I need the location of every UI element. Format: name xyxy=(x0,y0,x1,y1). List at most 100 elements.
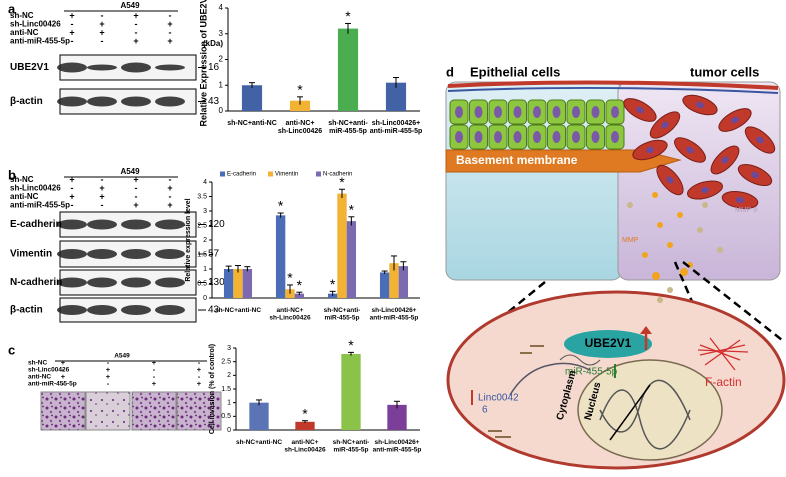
band xyxy=(57,96,87,107)
vesicles xyxy=(652,268,688,303)
band xyxy=(155,277,185,288)
significance: * xyxy=(349,202,355,218)
actin xyxy=(697,337,749,371)
cell-nucleus xyxy=(552,106,561,118)
mmp-dot xyxy=(697,227,703,233)
y-tick-label: 3 xyxy=(203,208,207,215)
cell-nucleus xyxy=(701,186,709,194)
invasion-image xyxy=(85,391,131,431)
lnc-label: Linc0042 xyxy=(478,393,519,404)
significance: * xyxy=(339,174,345,190)
sign: - xyxy=(62,379,65,388)
sign: - xyxy=(198,358,201,367)
dna xyxy=(599,389,691,450)
band xyxy=(87,96,117,107)
y-tick-label: 3.5 xyxy=(197,193,207,200)
kda-label: 43 xyxy=(208,96,220,107)
bar xyxy=(341,354,361,430)
mirna-label: miR-455-5p xyxy=(565,367,618,378)
y-tick-label: 3 xyxy=(219,29,224,38)
y-tick-label: 0.5 xyxy=(221,413,231,420)
sign: - xyxy=(101,174,104,184)
bar xyxy=(389,263,399,298)
legend-swatch xyxy=(268,171,273,177)
cell-nucleus xyxy=(686,146,694,154)
rna xyxy=(559,354,601,366)
sign: + xyxy=(99,183,104,193)
actin-label: F-actin xyxy=(705,375,742,389)
condition-label: sh-NC xyxy=(28,360,47,367)
y-tick-label: 4 xyxy=(219,3,224,12)
kda-label: 16 xyxy=(208,62,220,73)
mmp-dot xyxy=(677,212,683,218)
y-tick-label: 2 xyxy=(219,55,224,64)
significance: * xyxy=(287,270,293,286)
bar xyxy=(385,82,407,111)
condition-label: anti-miR-455-5p xyxy=(28,381,77,388)
cell-line: A549 xyxy=(120,1,140,10)
condition-label: sh-Linc00426 xyxy=(10,184,61,193)
vessel xyxy=(447,86,779,94)
band xyxy=(121,96,151,107)
significance: * xyxy=(330,276,336,292)
sign: + xyxy=(133,10,138,20)
cell-nucleus xyxy=(666,176,674,184)
diagram-title: Epithelial cells xyxy=(470,64,560,79)
band xyxy=(121,277,151,288)
y-tick-label: 1 xyxy=(203,266,207,273)
y-tick-label: 0 xyxy=(219,106,224,115)
y-axis-label: Relative Expression of UBE2V1 xyxy=(198,0,208,127)
bar xyxy=(242,269,253,298)
condition-label: anti-NC xyxy=(10,192,39,201)
band xyxy=(57,277,87,288)
band xyxy=(87,64,117,71)
sign: + xyxy=(197,379,202,388)
legend-swatch xyxy=(316,171,321,177)
band xyxy=(57,62,87,73)
x-tick-label: anti-NC+ sh-Linc00426 xyxy=(284,439,326,453)
sign: - xyxy=(135,19,138,29)
legend-swatch xyxy=(220,171,225,177)
band-label: N-cadherin xyxy=(10,277,62,288)
cell-nucleus xyxy=(533,131,541,143)
x-tick-label: sh-NC+anti-miR-455-5p xyxy=(324,307,361,321)
sign: - xyxy=(101,200,104,210)
sign: + xyxy=(61,372,66,381)
cell-nucleus xyxy=(572,131,580,143)
mmp-dot xyxy=(667,242,673,248)
kda-label: 120 xyxy=(208,219,225,230)
bar xyxy=(398,266,409,298)
band-label: Vimentin xyxy=(10,249,52,260)
y-tick-label: 0.5 xyxy=(197,280,207,287)
mmp-dot xyxy=(657,222,663,228)
sign: - xyxy=(71,183,74,193)
invasion-image xyxy=(176,391,222,431)
arrowhead xyxy=(640,326,652,334)
cell-nucleus xyxy=(533,106,541,118)
cell-line: A549 xyxy=(120,167,140,176)
cell-nucleus xyxy=(494,131,502,143)
sign: + xyxy=(133,36,138,46)
sign: - xyxy=(169,191,172,201)
bar xyxy=(295,421,315,430)
bar xyxy=(249,402,269,430)
sign: - xyxy=(71,200,74,210)
sign: - xyxy=(135,27,138,37)
y-tick-label: 1.5 xyxy=(197,251,207,258)
sign: + xyxy=(152,379,157,388)
condition-label: anti-miR-455-5p xyxy=(10,201,70,210)
invasion-image xyxy=(131,391,177,431)
band-label: β-actin xyxy=(10,96,43,107)
y-tick-label: 0 xyxy=(203,295,207,302)
mmp-dot xyxy=(717,247,723,253)
bar xyxy=(294,293,305,298)
y-axis-label: Relative expression level xyxy=(185,198,192,281)
band xyxy=(57,219,87,230)
sign: + xyxy=(61,358,66,367)
x-tick-label: anti-NC+ sh-Linc00426 xyxy=(278,120,322,135)
significance: * xyxy=(302,405,308,421)
cell-nucleus xyxy=(756,136,764,144)
cell-nucleus xyxy=(513,131,522,143)
condition-label: sh-Linc00426 xyxy=(10,20,61,29)
cell-line: A549 xyxy=(114,353,130,360)
